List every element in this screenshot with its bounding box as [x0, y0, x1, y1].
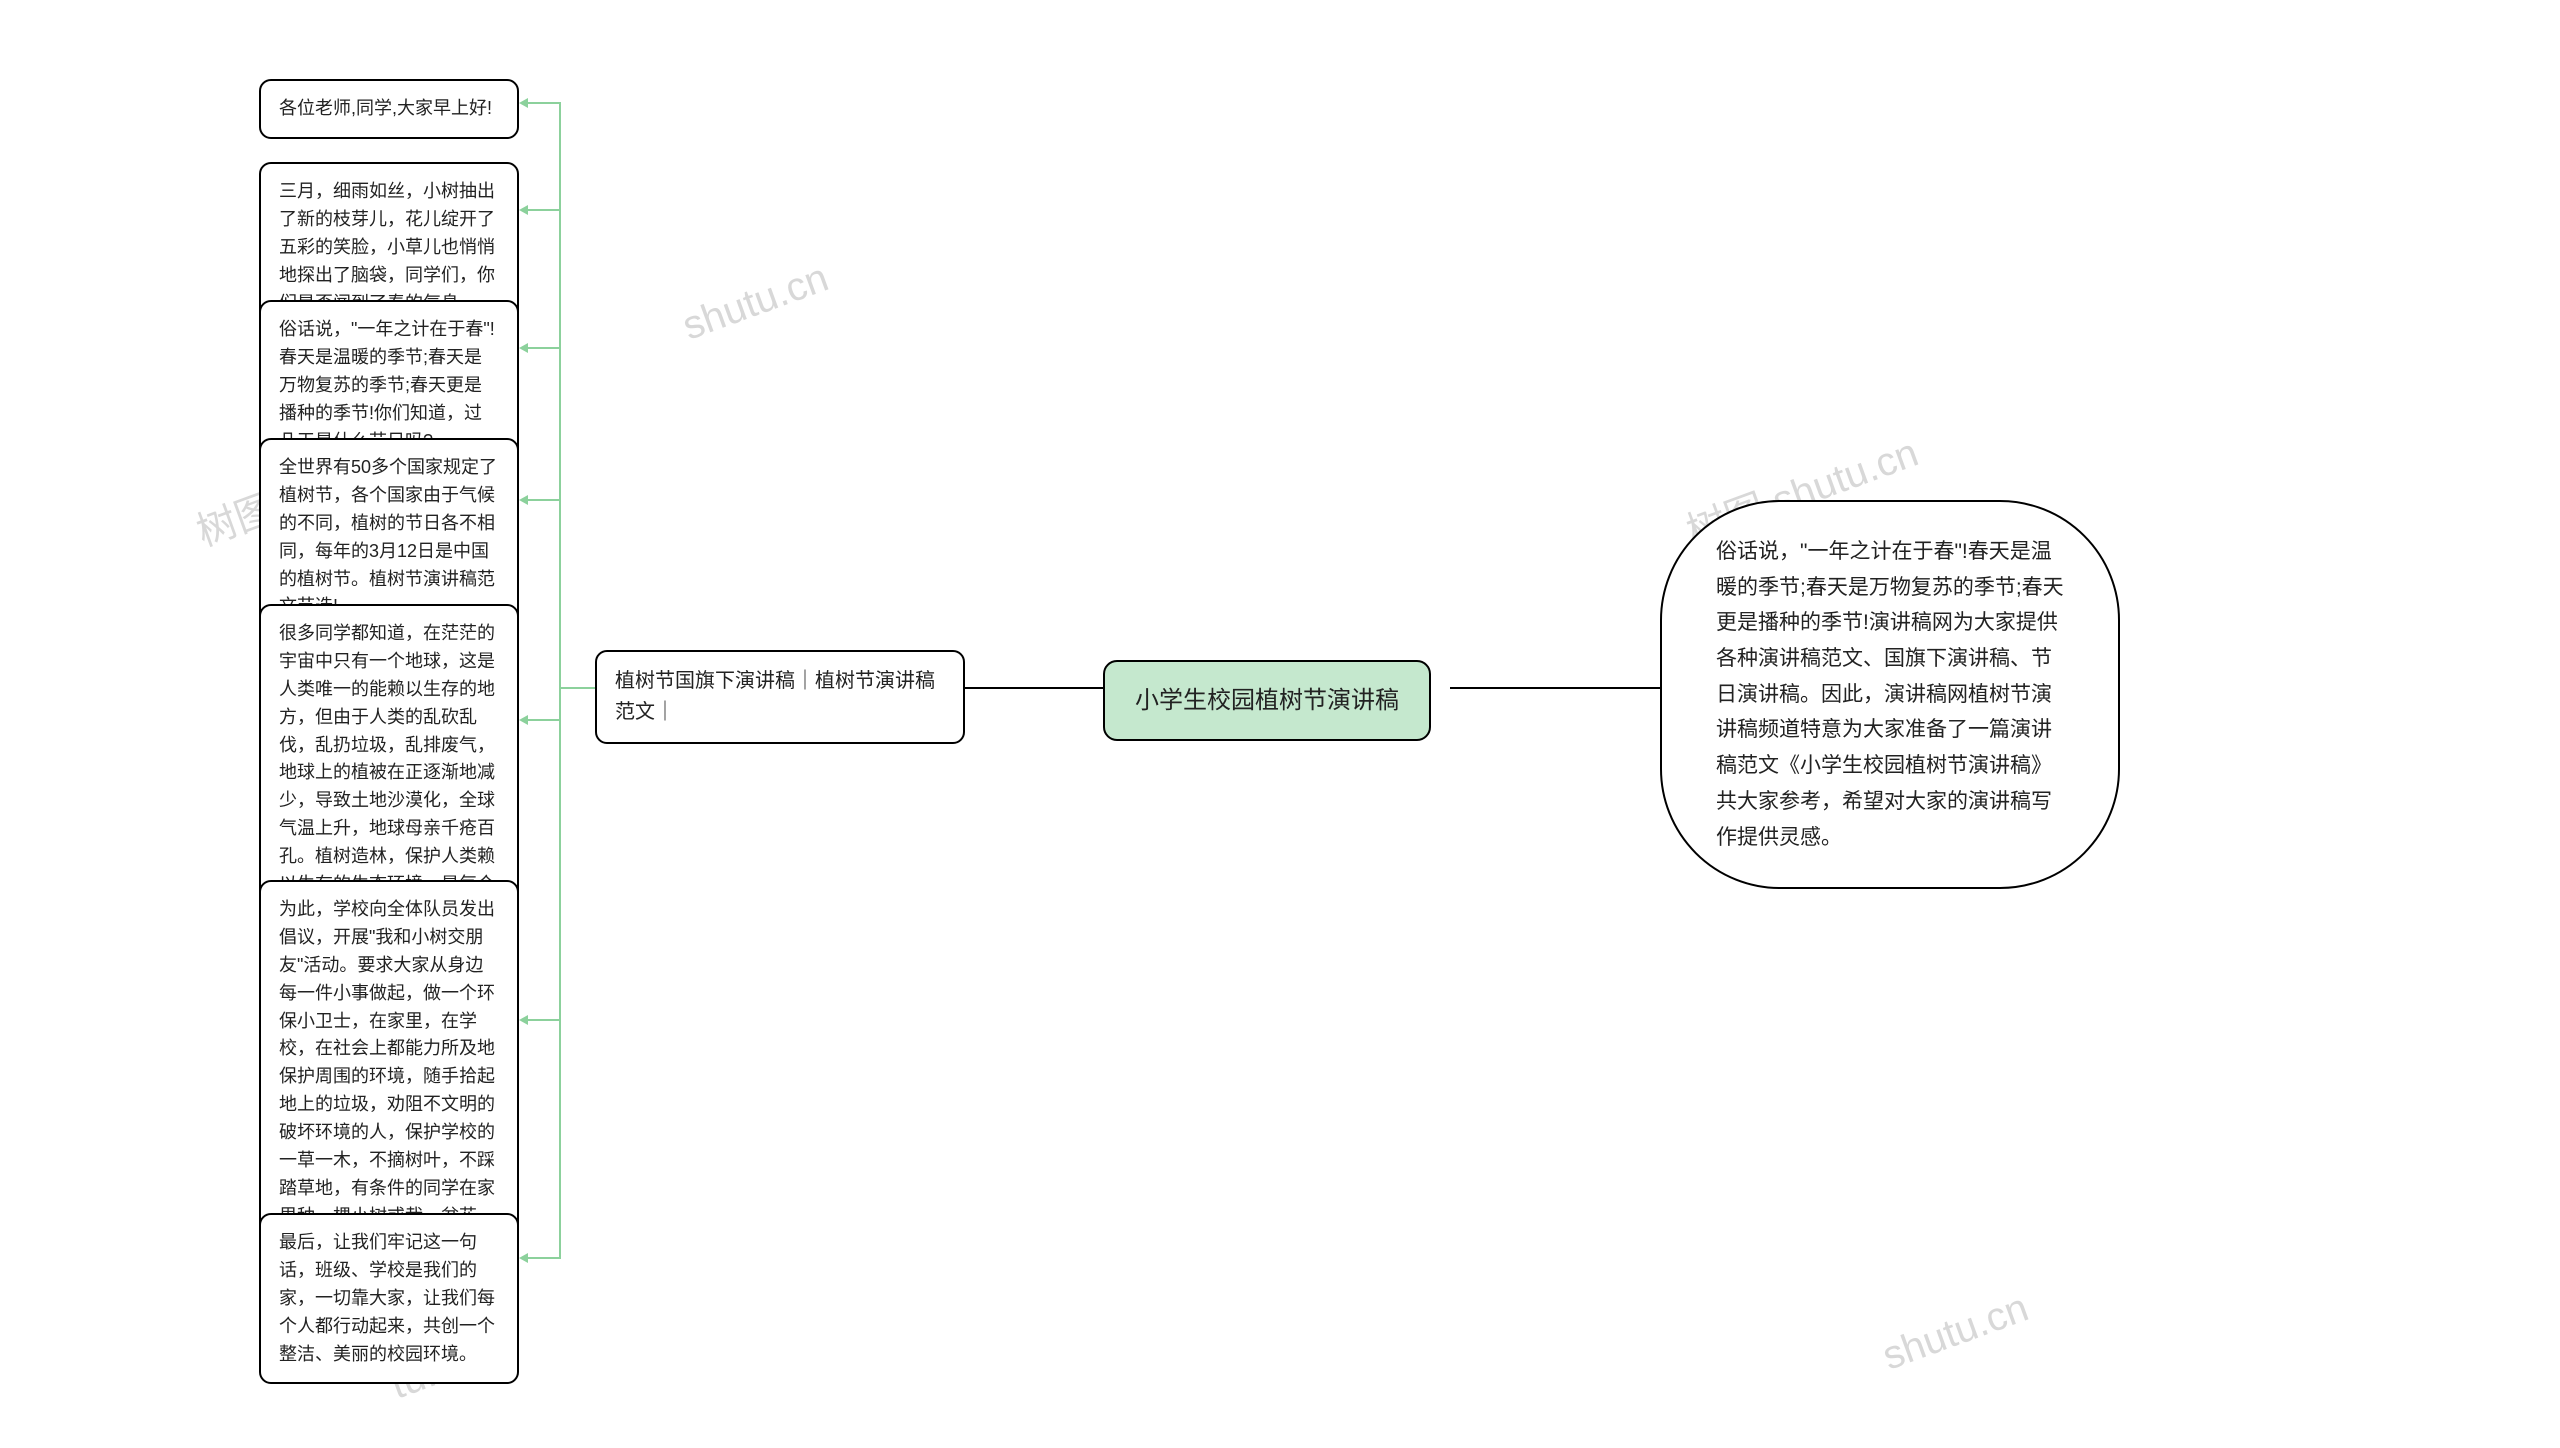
connector-arrow: [519, 715, 528, 725]
watermark: shutu.cn: [677, 255, 834, 349]
connector-arrow: [519, 1253, 528, 1263]
connector-arrow: [519, 98, 528, 108]
branch-left-parent[interactable]: 植树节国旗下演讲稿｜植树节演讲稿范文｜: [595, 650, 965, 744]
connector-arrow: [519, 495, 528, 505]
connector-arrow: [519, 343, 528, 353]
watermark: shutu.cn: [1877, 1285, 2034, 1379]
mindmap-root[interactable]: 小学生校园植树节演讲稿: [1103, 660, 1431, 741]
branch-right[interactable]: 俗话说，"一年之计在于春"!春天是温暖的季节;春天是万物复苏的季节;春天更是播种…: [1660, 500, 2120, 889]
connector-arrow: [519, 205, 528, 215]
leaf-node[interactable]: 各位老师,同学,大家早上好!: [259, 79, 519, 139]
connector-arrow: [519, 1015, 528, 1025]
leaf-node[interactable]: 最后，让我们牢记这一句话，班级、学校是我们的家，一切靠大家，让我们每个人都行动起…: [259, 1213, 519, 1384]
